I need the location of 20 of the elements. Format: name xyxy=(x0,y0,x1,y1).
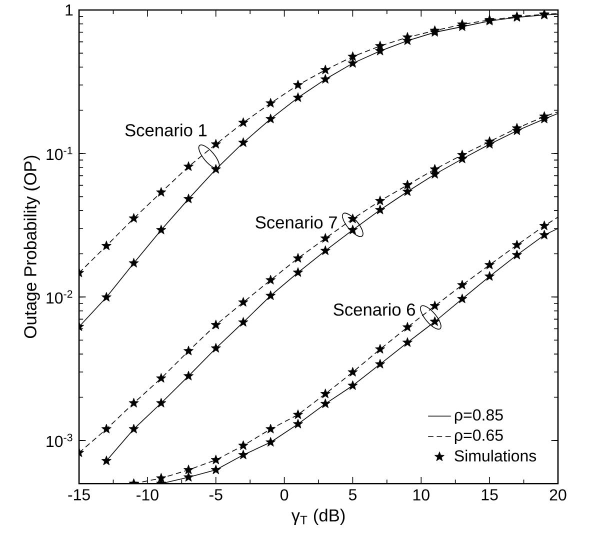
y-tick-label: 1 xyxy=(66,4,73,16)
legend-label: ρ=0.85 xyxy=(454,409,503,424)
y-axis-title: Outage Probability (OP) xyxy=(24,156,40,338)
x-tick-label: 0 xyxy=(280,489,288,501)
x-tick-label: 20 xyxy=(550,489,566,501)
x-tick-label: 15 xyxy=(482,489,498,501)
legend-label: Simulations xyxy=(454,450,536,462)
y-tick-label: 10$^{-1}$ xyxy=(46,146,72,160)
y-tick-label: 10$^{-2}$ xyxy=(46,290,72,304)
x-axis-title: γ$_{T}$ (dB) xyxy=(291,508,345,526)
x-tick-label: 10 xyxy=(413,489,430,501)
annotation: Scenario 1 xyxy=(125,124,207,137)
x-tick-label: -10 xyxy=(136,489,158,501)
x-tick-label: -15 xyxy=(68,489,90,501)
legend-label: ρ=0.65 xyxy=(454,430,503,444)
x-tick-label: -5 xyxy=(209,489,222,501)
annotation: Scenario 7 xyxy=(256,216,337,229)
x-tick-label: 5 xyxy=(348,489,356,501)
annotation: Scenario 6 xyxy=(334,303,415,316)
y-tick-label: 10$^{-3}$ xyxy=(46,434,72,448)
